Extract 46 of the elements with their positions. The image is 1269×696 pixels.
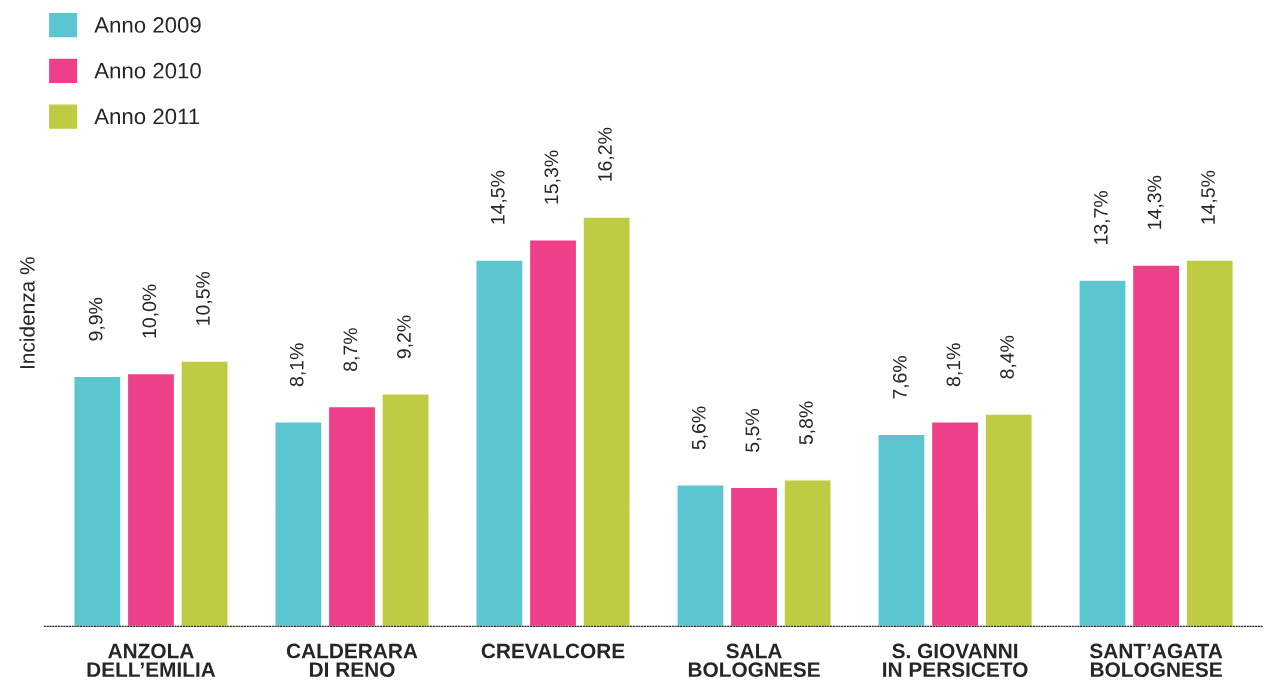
- legend-label: Anno 2009: [94, 17, 201, 33]
- data-label: 9,9%: [88, 297, 105, 341]
- bar: [930, 420, 980, 627]
- bar: [126, 372, 176, 627]
- bar: [783, 479, 832, 627]
- y-axis-title: Incidenza %: [19, 257, 35, 369]
- bar: [475, 259, 524, 627]
- bar: [676, 484, 725, 627]
- data-label: 14,3%: [1147, 175, 1164, 229]
- bar: [528, 239, 578, 627]
- bar: [274, 420, 323, 627]
- data-label: 5,5%: [745, 409, 762, 452]
- x-tick-label: CALDERARA DI RENO: [286, 643, 418, 678]
- bar: [1131, 264, 1181, 627]
- data-label: 8,1%: [289, 343, 306, 387]
- data-label: 5,6%: [691, 406, 708, 450]
- bar: [73, 375, 122, 627]
- x-tick-label: SANT’AGATA BOLOGNESE: [1089, 643, 1223, 678]
- data-label: 9,2%: [397, 315, 414, 359]
- data-label: 8,1%: [946, 343, 963, 387]
- data-label: 15,3%: [544, 150, 561, 204]
- bar: [729, 486, 779, 627]
- bar: [381, 393, 430, 627]
- bar: [984, 413, 1033, 627]
- bar: [877, 433, 926, 627]
- data-label: 16,2%: [598, 127, 615, 181]
- legend-label: Anno 2011: [94, 108, 200, 125]
- x-tick-label: CREVALCORE: [481, 643, 625, 659]
- x-tick-label: SALA BOLOGNESE: [688, 643, 820, 678]
- bar: [180, 360, 229, 627]
- bar: [582, 216, 631, 627]
- data-label: 13,7%: [1093, 191, 1111, 244]
- bar: [1078, 279, 1127, 627]
- data-label: 14,5%: [490, 170, 507, 224]
- legend-label: Anno 2010: [94, 62, 201, 79]
- data-label: 8,4%: [1000, 335, 1017, 379]
- data-label: 7,6%: [892, 355, 909, 399]
- x-tick-label: ANZOLA DELL’EMILIA: [87, 643, 216, 677]
- data-label: 10,5%: [196, 271, 213, 325]
- data-label: 14,5%: [1201, 170, 1218, 224]
- data-label: 8,7%: [343, 328, 360, 371]
- bar: [1185, 259, 1234, 627]
- bar: [327, 405, 377, 627]
- x-tick-label: S. GIOVANNI IN PERSICETO: [883, 643, 1028, 678]
- data-label: 5,8%: [799, 401, 816, 445]
- data-label: 10,0%: [142, 284, 159, 338]
